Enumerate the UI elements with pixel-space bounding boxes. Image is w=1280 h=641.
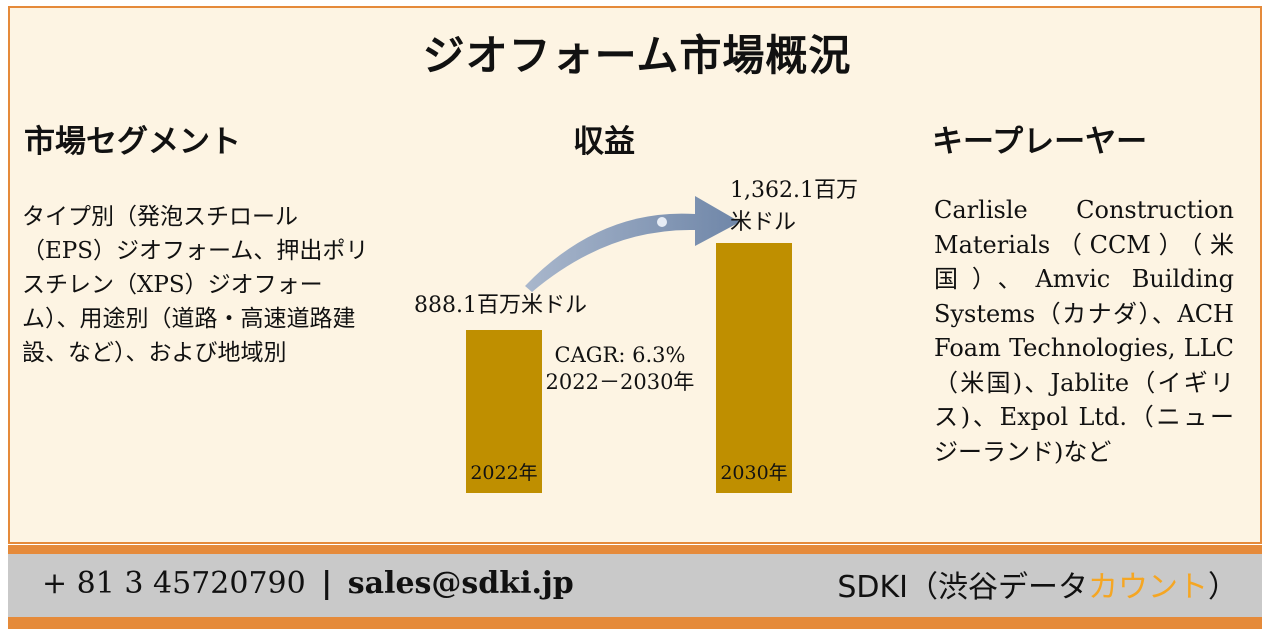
key-players-heading: キープレーヤー [932,124,1148,160]
category-label-1: 2022年 [470,462,537,484]
footer-bottom-band [8,617,1262,629]
phone-number[interactable]: + 81 3 45720790 [42,566,306,601]
footer-bar [8,554,1262,617]
value-label-2: 1,362.1百万米ドル [730,178,858,235]
arrow-highlight-dot [657,217,667,227]
footer-top-band [8,545,1262,554]
brand-suffix: ） [1208,570,1238,605]
segments-heading: 市場セグメント [24,124,241,160]
bar-1 [466,329,542,493]
bar-2 [716,243,792,493]
page-title: ジオフォーム市場概況 [422,31,852,80]
brand-name: SDKI（渋谷データカウント） [837,562,1238,606]
value-label-1: 888.1百万米ドル [414,293,587,318]
email-link[interactable]: sales@sdki.jp [347,566,574,601]
category-label-2: 2030年 [720,462,787,484]
contact-info: + 81 3 45720790 | sales@sdki.jp [42,566,574,601]
cagr-label: CAGR: 6.3% [555,343,686,367]
revenue-chart: 2022年 2030年 888.1百万米ドル 1,362.1百万米ドル CAGR: 6… [414,178,858,493]
brand-prefix: SDKI（渋谷データ [837,570,1088,605]
key-players-text: Carlisle Construction Materials（CCM）（米国）… [934,196,1234,466]
growth-arrow [525,196,740,292]
cagr-period-label: 2022－2030年 [546,370,695,394]
revenue-heading: 収益 [573,124,635,160]
contact-separator: | [321,566,333,601]
overview-panel: ジオフォーム市場概況 市場セグメント 収益 キープレーヤー タイプ別（発泡スチロ… [8,6,1262,544]
segments-text: タイプ別（発泡スチロール（EPS）ジオフォーム、押出ポリスチレン（XPS）ジオフ… [22,204,369,366]
brand-accent: カウント [1088,570,1208,605]
